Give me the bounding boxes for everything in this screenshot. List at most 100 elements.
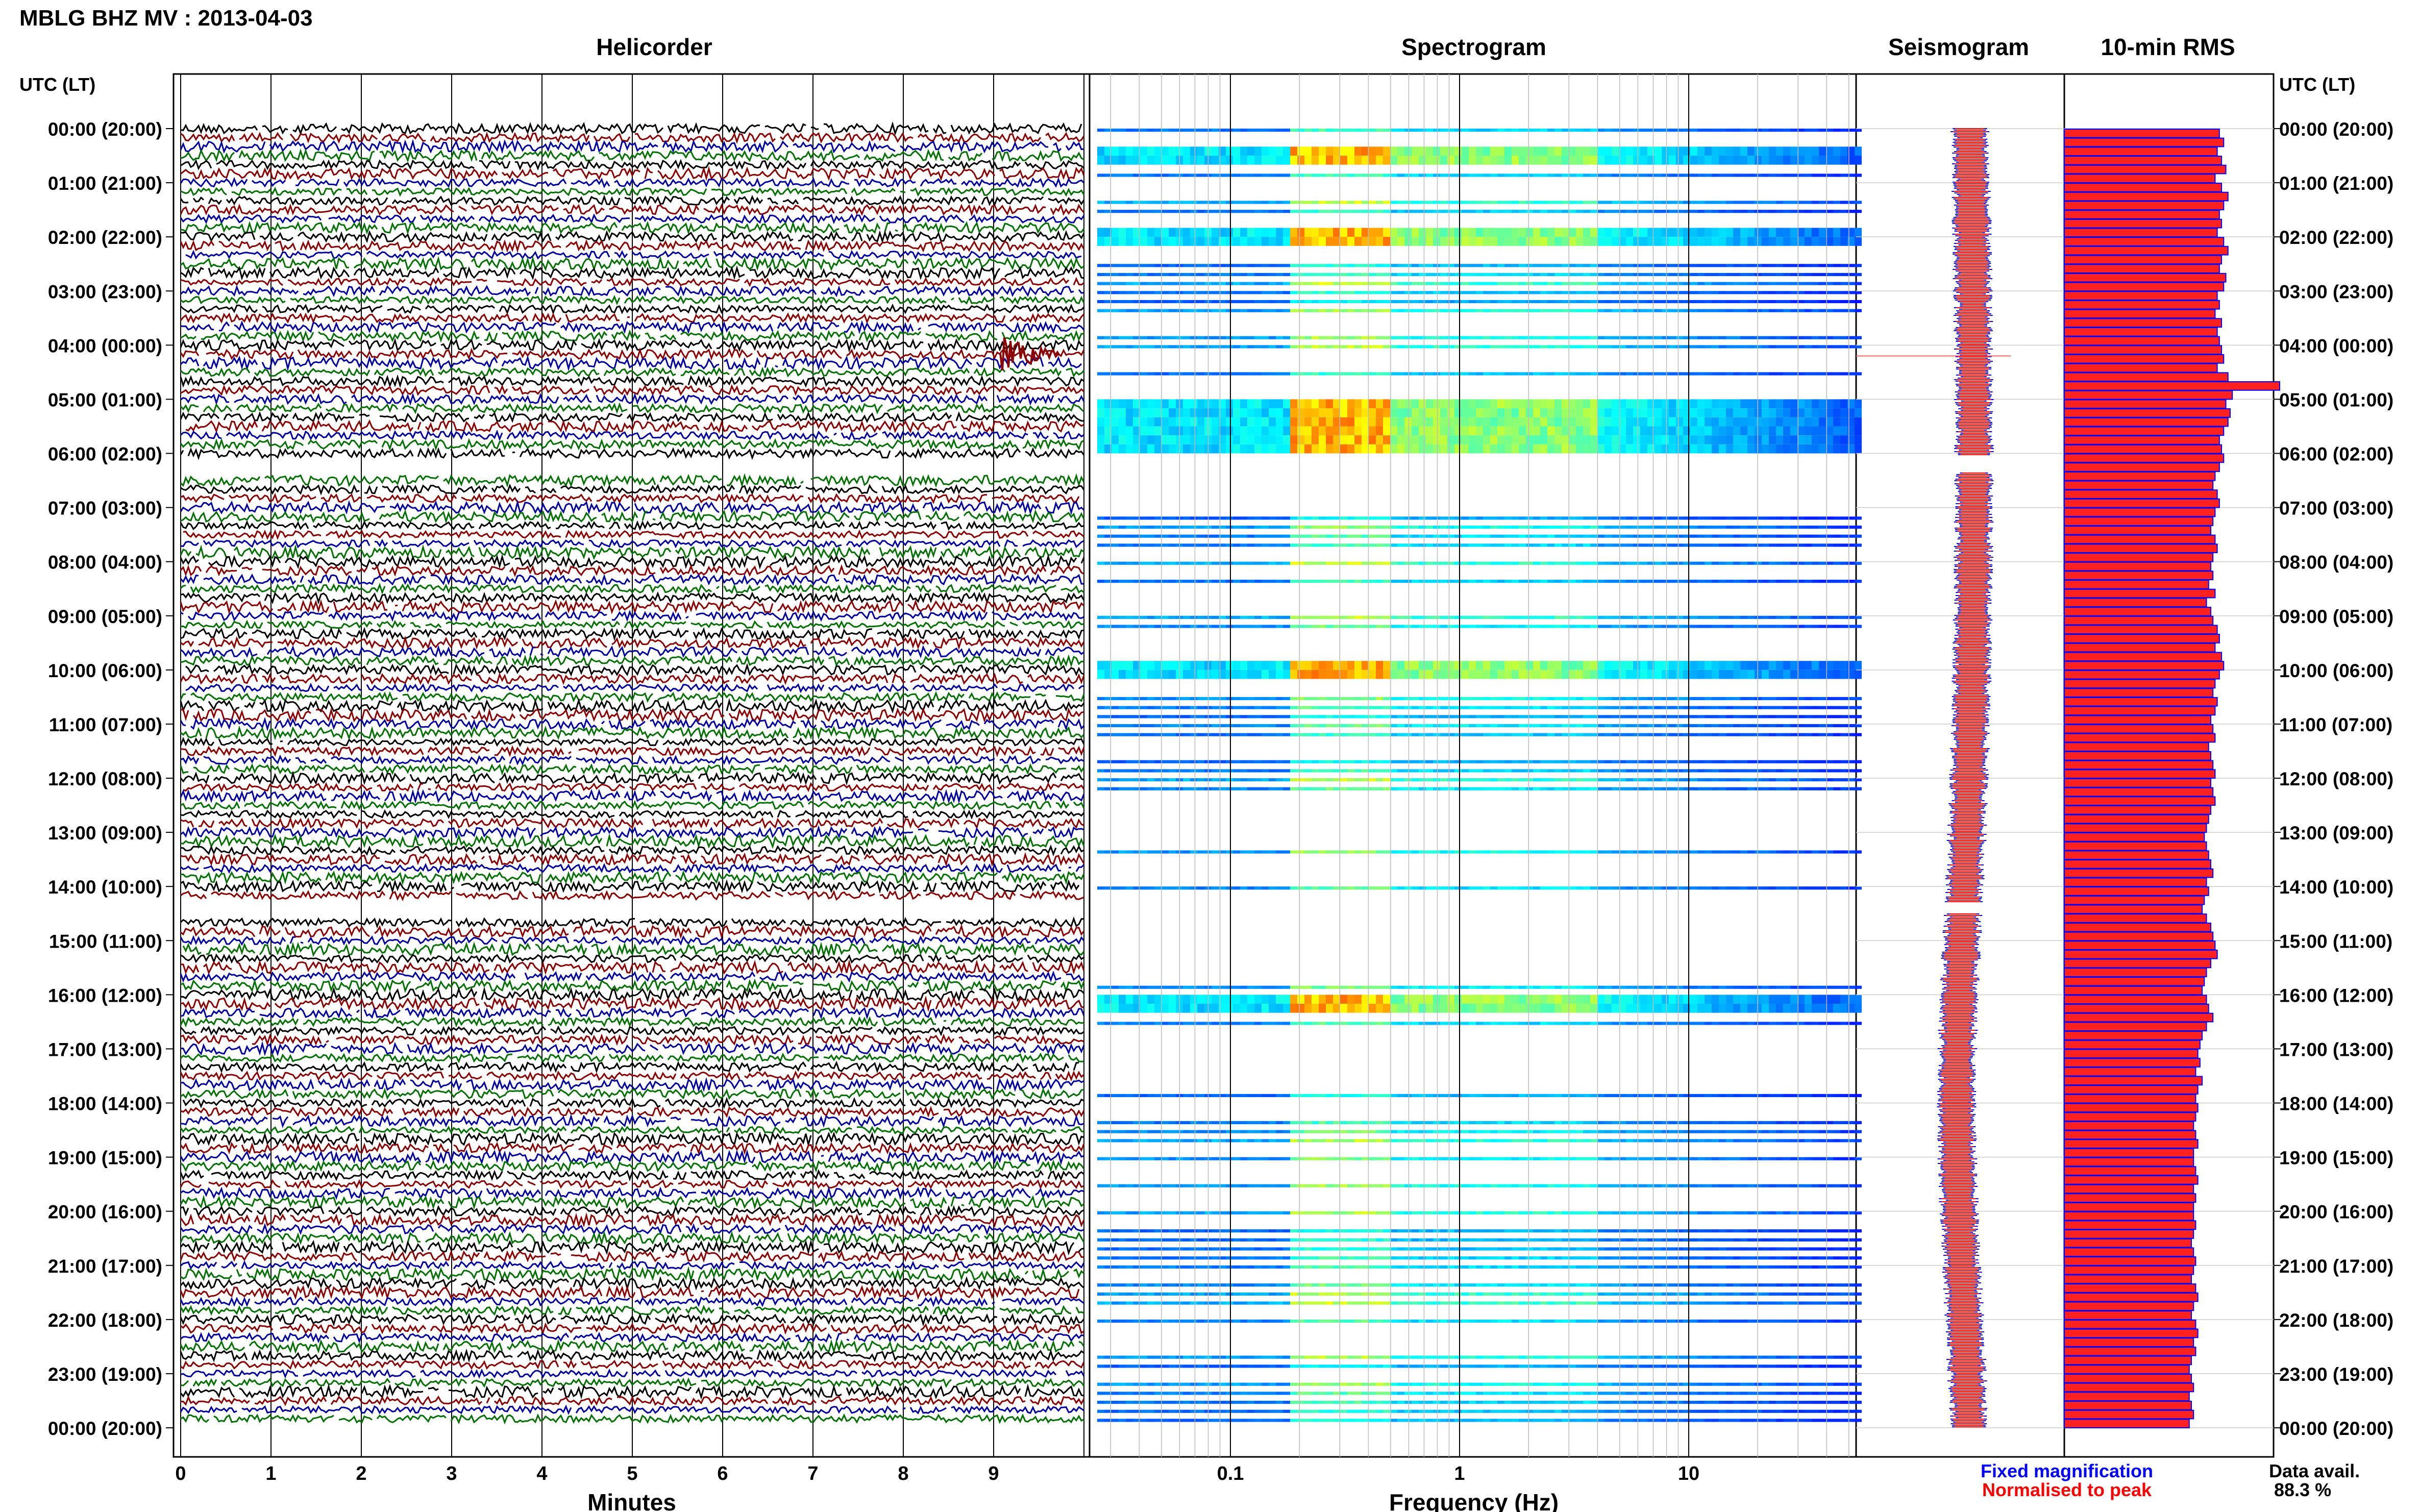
spectrogram-cell xyxy=(1140,201,1147,204)
spectrogram-cell xyxy=(1240,426,1247,436)
spectrogram-cell xyxy=(1483,129,1490,132)
spectrogram-cell xyxy=(1183,444,1190,454)
spectrogram-cell xyxy=(1847,615,1855,619)
spectrogram-cell xyxy=(1433,146,1440,156)
spectrogram-cell xyxy=(1247,264,1254,267)
spectrogram-cell xyxy=(1619,661,1626,670)
spectrogram-cell xyxy=(1269,264,1276,267)
spectrogram-cell xyxy=(1533,156,1540,165)
spectrogram-cell xyxy=(1390,580,1397,583)
spectrogram-cell xyxy=(1183,309,1190,312)
spectrogram-cell xyxy=(1655,534,1662,538)
spectrogram-cell xyxy=(1262,661,1269,670)
spectrogram-cell xyxy=(1447,661,1454,670)
helicorder-trace xyxy=(180,619,1084,630)
spectrogram-cell xyxy=(1197,697,1204,701)
spectrogram-cell xyxy=(1547,778,1554,782)
spectrogram-cell xyxy=(1333,173,1340,177)
spectrogram-cell xyxy=(1119,156,1126,165)
spectrogram-cell xyxy=(1476,426,1483,436)
spectrogram-cell xyxy=(1640,444,1647,454)
spectrogram-cell xyxy=(1140,444,1147,454)
spectrogram-cell xyxy=(1676,417,1683,427)
spectrogram-cell xyxy=(1497,264,1504,267)
spectrogram-cell xyxy=(1819,580,1826,583)
spectrogram-cell xyxy=(1612,444,1619,454)
spectrogram-cell xyxy=(1212,561,1219,565)
spectrogram-cell xyxy=(1140,282,1147,285)
spectrogram-cell xyxy=(1597,237,1605,246)
spectrogram-cell xyxy=(1833,399,1840,409)
spectrogram-cell xyxy=(1540,697,1547,701)
spectrogram-cell xyxy=(1104,300,1112,304)
spectrogram-cell xyxy=(1590,272,1597,277)
spectrogram-cell xyxy=(1126,173,1133,177)
spectrogram-cell xyxy=(1326,300,1333,304)
spectrogram-cell xyxy=(1576,733,1583,736)
spectrogram-cell xyxy=(1705,787,1712,790)
spectrogram-cell xyxy=(1662,210,1669,213)
spectrogram-cell xyxy=(1212,787,1219,790)
spectrogram-cell xyxy=(1097,272,1104,277)
spectrogram-cell xyxy=(1726,309,1733,312)
spectrogram-cell xyxy=(1676,543,1683,547)
spectrogram-cell xyxy=(1819,201,1826,204)
spectrogram-cell xyxy=(1140,697,1147,701)
spectrogram-cell xyxy=(1169,444,1176,454)
spectrogram-cell xyxy=(1140,534,1147,538)
spectrogram-cell xyxy=(1447,417,1454,427)
spectrogram-cell xyxy=(1304,408,1312,417)
spectrogram-cell xyxy=(1404,525,1412,529)
spectrogram-cell xyxy=(1247,886,1254,890)
spectrogram-cell xyxy=(1776,201,1783,204)
spectrogram-cell xyxy=(1676,336,1683,339)
spectrogram-cell xyxy=(1790,300,1797,304)
spectrogram-cell xyxy=(1426,670,1433,679)
spectrogram-cell xyxy=(1319,435,1326,444)
spectrogram-cell xyxy=(1562,291,1569,294)
spectrogram-cell xyxy=(1419,408,1426,417)
spectrogram-cell xyxy=(1369,408,1376,417)
spectrogram-cell xyxy=(1147,787,1154,790)
spectrogram-cell xyxy=(1819,156,1826,165)
spectrogram-cell xyxy=(1512,715,1519,718)
spectrogram-cell xyxy=(1683,300,1690,304)
spectrogram-cell xyxy=(1626,580,1633,583)
spectrogram-cell xyxy=(1426,264,1433,267)
spectrogram-cell xyxy=(1740,534,1747,538)
spectrogram-cell xyxy=(1526,985,1533,989)
spectrogram-cell xyxy=(1554,706,1562,709)
spectrogram-cell xyxy=(1097,525,1104,529)
spectrogram-cell xyxy=(1805,426,1812,436)
spectrogram-cell xyxy=(1676,309,1683,312)
spectrogram-cell xyxy=(1847,985,1855,989)
spectrogram-cell xyxy=(1297,201,1304,204)
spectrogram-cell xyxy=(1690,156,1697,165)
spectrogram-cell xyxy=(1197,543,1204,547)
spectrogram-cell xyxy=(1247,697,1254,701)
spectrogram-cell xyxy=(1755,760,1762,763)
spectrogram-cell xyxy=(1183,733,1190,736)
spectrogram-cell xyxy=(1362,264,1369,267)
spectrogram-cell xyxy=(1762,399,1769,409)
helicorder-title: Helicorder xyxy=(596,34,712,60)
spectrogram-cell xyxy=(1819,850,1826,854)
spectrogram-cell xyxy=(1819,733,1826,736)
spectrogram-cell xyxy=(1762,345,1769,349)
spectrogram-cell xyxy=(1190,516,1197,520)
spectrogram-cell xyxy=(1454,426,1462,436)
spectrogram-cell xyxy=(1126,156,1133,165)
spectrogram-cell xyxy=(1855,129,1862,132)
spectrogram-cell xyxy=(1119,372,1126,376)
spectrogram-cell xyxy=(1783,760,1790,763)
spectrogram-cell xyxy=(1583,769,1590,773)
spectrogram-cell xyxy=(1583,408,1590,417)
spectrogram-cell xyxy=(1433,715,1440,718)
spectrogram-cell xyxy=(1497,697,1504,701)
spectrogram-cell xyxy=(1583,345,1590,349)
spectrogram-cell xyxy=(1226,282,1233,285)
spectrogram-cell xyxy=(1490,264,1497,267)
spectrogram-cell xyxy=(1712,534,1719,538)
spectrogram-cell xyxy=(1697,272,1705,277)
spectrogram-cell xyxy=(1354,309,1362,312)
